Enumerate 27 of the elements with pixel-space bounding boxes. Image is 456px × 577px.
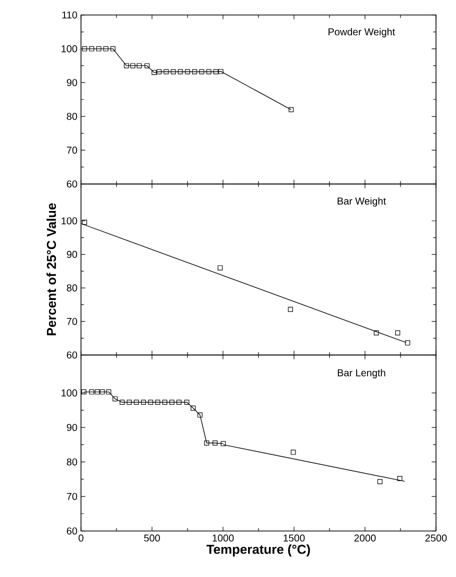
text: Bar Weight (338, 197, 386, 207)
y-tick-label: 90 (66, 424, 78, 431)
x-tick-label: 1000 (212, 534, 234, 542)
x-tick-label: 1500 (284, 534, 305, 542)
y-tick-label: 60 (66, 351, 78, 359)
y-tick-label: 60 (66, 527, 78, 535)
y-tick-label: 70 (66, 492, 78, 500)
y-tick-label: 80 (66, 284, 78, 292)
x-tick-label: 500 (144, 534, 160, 542)
y-axis-title: Percent of 25°C Value (46, 203, 56, 336)
y-tick-label: 70 (66, 146, 78, 154)
x-axis-title: Temperature (°C) (206, 544, 310, 556)
y-tick-label: 80 (66, 112, 78, 120)
text: Powder Weight (328, 28, 396, 38)
y-tick-label: 80 (66, 458, 78, 466)
y-tick-label: 90 (66, 79, 78, 86)
y-tick-label: 90 (66, 250, 78, 258)
text: Bar Length (338, 369, 386, 378)
y-tick-label: 100 (62, 45, 78, 52)
y-tick-label: 100 (62, 217, 78, 224)
y-tick-label: 100 (62, 389, 78, 396)
x-tick-label: 0 (78, 534, 84, 542)
x-tick-label: 2500 (425, 534, 447, 542)
y-tick-label: 60 (66, 180, 78, 188)
y-tick-label: 70 (66, 318, 78, 325)
x-tick-label: 2000 (354, 534, 376, 542)
y-tick-label: 110 (62, 11, 78, 19)
